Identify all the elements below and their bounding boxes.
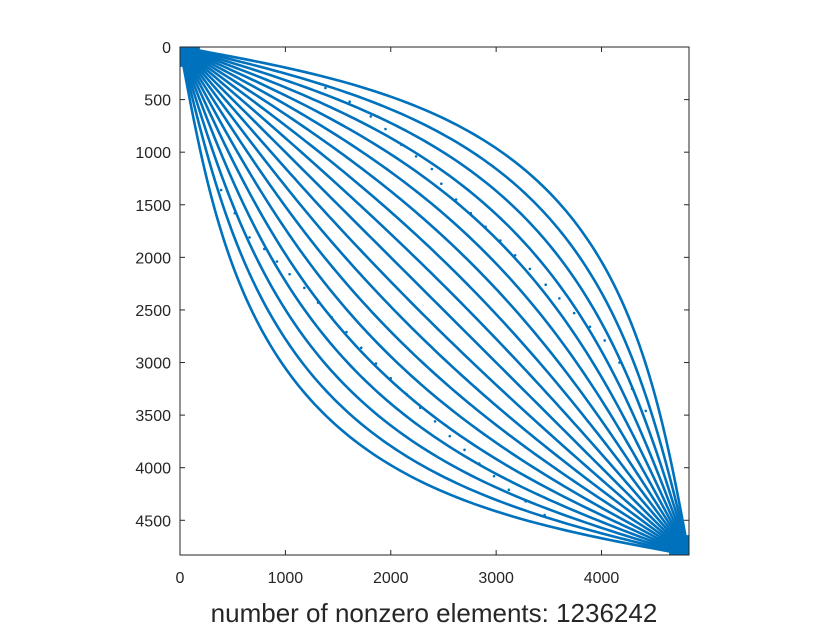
axes-box	[179, 46, 690, 556]
nonzero-point	[400, 143, 403, 147]
corner-cluster-top-left	[180, 47, 200, 67]
y-tick-label: 0	[162, 40, 171, 57]
band-curve	[180, 47, 689, 555]
nonzero-point	[618, 361, 621, 364]
nonzero-point	[440, 182, 443, 186]
band-curve	[180, 47, 689, 555]
band-curve	[180, 47, 689, 555]
nonzero-point	[484, 225, 487, 229]
nonzero-point	[263, 247, 266, 251]
nonzero-point	[463, 448, 466, 452]
band-curve	[180, 47, 689, 555]
nonzero-point	[430, 167, 434, 171]
band-curve	[180, 47, 689, 555]
band-curve	[180, 47, 689, 555]
nonzero-point	[369, 115, 373, 118]
nonzero-point	[630, 387, 634, 391]
nonzero-point	[414, 155, 418, 158]
band-curve	[180, 47, 689, 555]
band-curve	[180, 47, 689, 555]
x-tick-label: 0	[176, 570, 185, 587]
nonzero-point	[233, 211, 237, 215]
y-tick-label: 4500	[135, 513, 171, 530]
band-curve	[180, 47, 689, 555]
band-curve	[180, 47, 689, 555]
y-tick-label: 4000	[135, 461, 171, 478]
nonzero-point	[248, 236, 251, 239]
nonzero-point	[303, 286, 306, 290]
nonzero-point	[454, 198, 458, 201]
nonzero-point	[507, 488, 511, 492]
nonzero-point	[433, 420, 437, 423]
nonzero-point	[644, 409, 648, 413]
nonzero-point	[543, 513, 546, 517]
axes	[179, 46, 690, 556]
y-tick-label: 3500	[135, 408, 171, 425]
band-curve	[180, 47, 689, 555]
y-tick-label: 2000	[135, 250, 171, 267]
nonzero-point	[572, 311, 576, 315]
nonzero-point	[603, 339, 606, 342]
x-tick-label: 2000	[373, 570, 409, 587]
band-curve	[180, 47, 689, 555]
nonzero-point	[324, 86, 327, 90]
x-tick-label: 1000	[268, 570, 304, 587]
nonzero-point	[524, 500, 527, 503]
nonzero-point	[499, 239, 502, 242]
nonzero-point	[389, 377, 393, 380]
nonzero-point	[384, 127, 387, 131]
band-curve	[180, 47, 689, 555]
nonzero-point	[348, 100, 351, 103]
nonzero-point	[418, 406, 422, 410]
band-curve	[180, 47, 689, 555]
nonzero-point	[359, 346, 363, 350]
x-tick-label: 4000	[584, 570, 620, 587]
band-curve	[180, 47, 689, 555]
y-tick-label: 500	[144, 93, 171, 110]
nonzero-point	[219, 188, 223, 192]
band-curve	[180, 47, 689, 555]
nonzero-point	[492, 474, 496, 478]
axis-ticks: 0 1000 2000 3000 4000 0 500 1000 1500 2000 2500 300…	[135, 40, 689, 587]
x-axis-label: number of nonzero elements: 1236242	[211, 598, 658, 628]
band-curve	[180, 47, 689, 555]
band-curve	[180, 47, 689, 555]
nonzero-point	[374, 362, 378, 365]
nonzero-point	[469, 211, 473, 215]
y-tick-label: 1500	[135, 198, 171, 215]
nonzero-point	[316, 301, 320, 304]
x-tick-label: 3000	[478, 570, 514, 587]
band-curve	[180, 47, 689, 555]
nonzero-point	[558, 297, 561, 300]
nonzero-point	[513, 253, 517, 257]
nonzero-pattern	[180, 47, 689, 555]
nonzero-point	[477, 462, 481, 465]
nonzero-point	[544, 283, 547, 287]
y-tick-label: 1000	[135, 145, 171, 162]
y-tick-label: 2500	[135, 303, 171, 320]
nonzero-point	[275, 260, 279, 263]
y-tick-label: 3000	[135, 356, 171, 373]
nonzero-point	[405, 392, 408, 396]
corner-cluster-bottom-right	[669, 535, 689, 555]
nonzero-point	[588, 325, 592, 329]
nonzero-point	[345, 330, 348, 334]
nonzero-point	[330, 316, 334, 319]
nonzero-point	[528, 267, 532, 271]
nonzero-point	[288, 272, 291, 276]
nonzero-point	[448, 434, 452, 438]
